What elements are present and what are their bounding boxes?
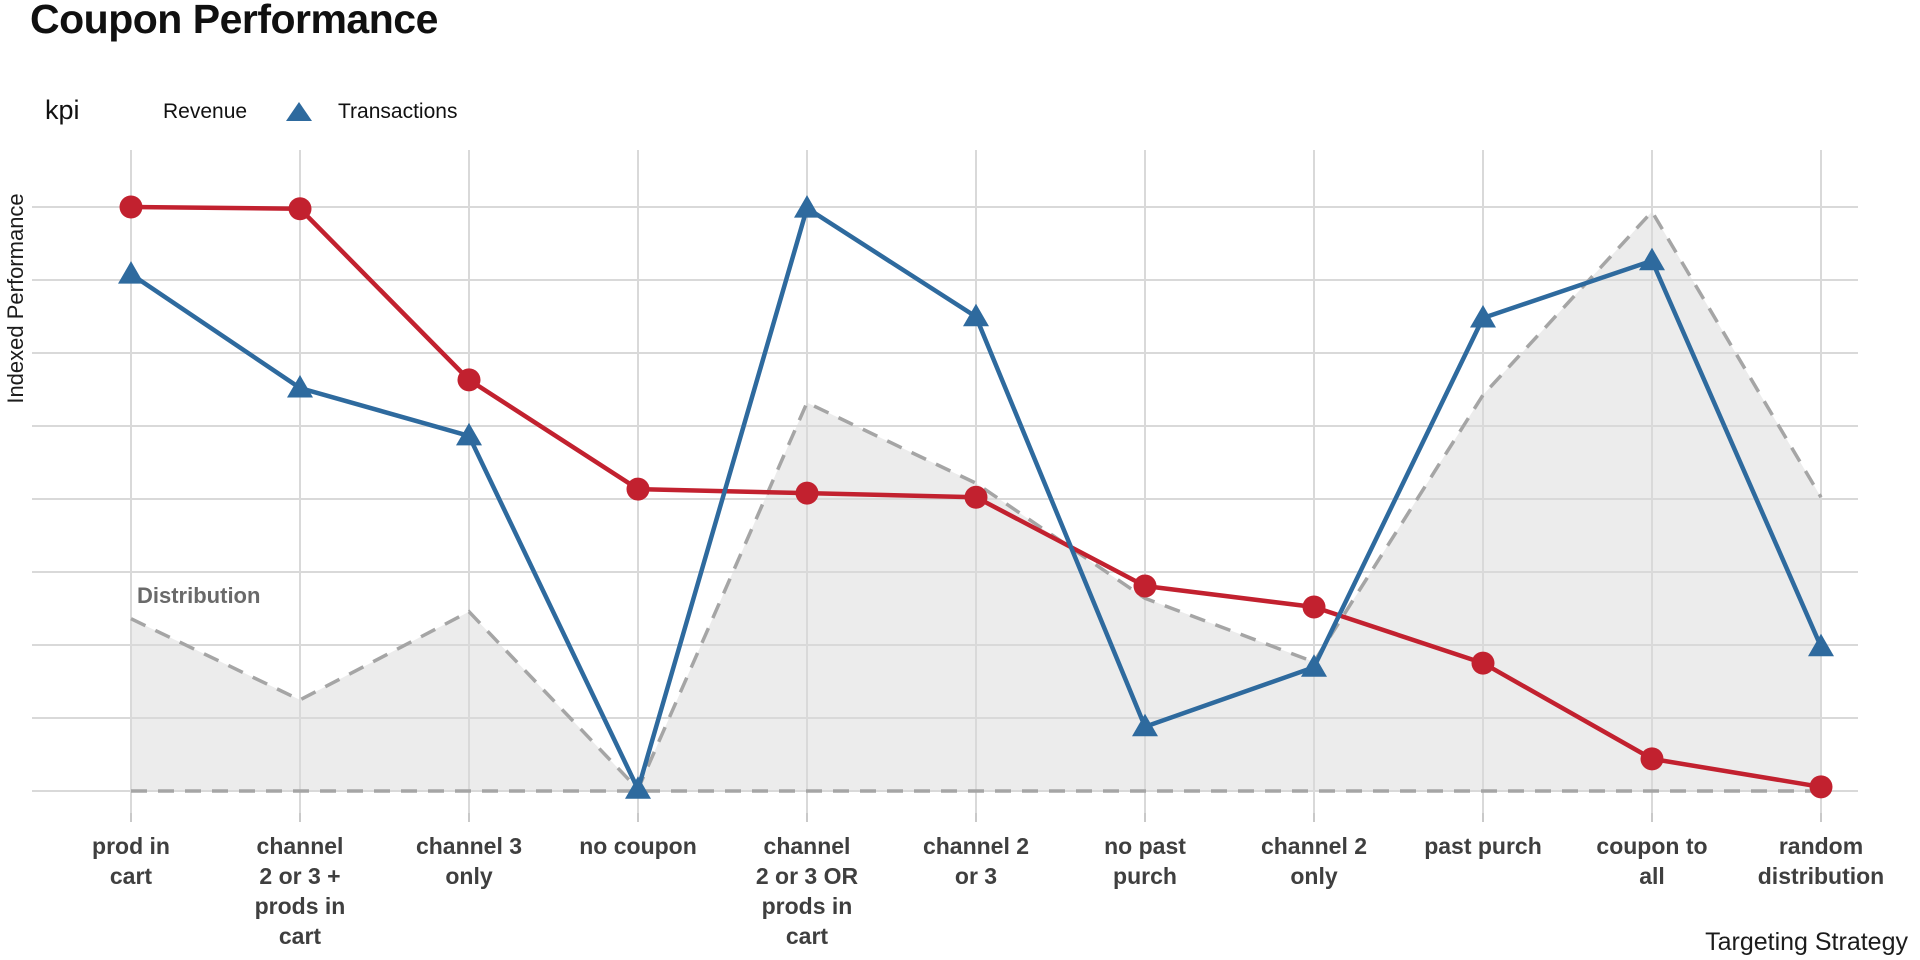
transactions-point <box>794 195 820 218</box>
legend-item-transactions: Transactions <box>338 100 458 123</box>
legend-title: kpi <box>45 95 80 125</box>
revenue-point <box>795 481 819 505</box>
revenue-point <box>626 477 650 501</box>
transactions-point <box>287 375 313 398</box>
revenue-point <box>964 485 988 509</box>
x-axis-title: Targeting Strategy <box>1705 928 1908 956</box>
transactions-point <box>456 422 482 446</box>
x-axis-category-label: no coupon <box>579 833 697 859</box>
x-axis-category-label: channel 2 or 3 OR prods in cart <box>755 833 859 949</box>
x-axis-category-label: random distribution <box>1757 833 1885 889</box>
revenue-point <box>457 368 481 392</box>
x-axis-category-label: channel 2 only <box>1260 833 1368 889</box>
revenue-legend-marker-icon <box>112 100 135 123</box>
revenue-point <box>1302 595 1326 619</box>
page-title: Coupon Performance <box>30 0 438 42</box>
transactions-point <box>1808 633 1834 657</box>
transactions-point <box>625 776 651 799</box>
x-axis-category-label: channel 3 only <box>415 833 523 889</box>
revenue-point <box>1133 574 1157 598</box>
distribution-annotation: Distribution <box>137 583 261 608</box>
x-axis-category-label: channel 2 or 3 + prods in cart <box>254 833 346 949</box>
transactions-legend-marker-icon <box>286 102 312 121</box>
transactions-point <box>118 261 144 284</box>
transactions-point <box>1301 654 1327 677</box>
x-axis-category-label: prod in cart <box>92 833 170 889</box>
x-axis-category-label: past purch <box>1424 833 1542 859</box>
transactions-point <box>1132 713 1158 737</box>
legend: kpi Revenue Transactions <box>0 0 1920 140</box>
x-axis-category-label: channel 2 or 3 <box>922 833 1030 889</box>
revenue-point <box>1471 651 1495 675</box>
y-axis-title: Indexed Performance <box>3 193 28 404</box>
transactions-point <box>1639 247 1665 271</box>
x-axis-category-label: coupon to all <box>1596 833 1708 889</box>
revenue-point <box>288 197 312 221</box>
revenue-point <box>119 195 143 219</box>
revenue-point <box>1640 747 1664 771</box>
legend-item-revenue: Revenue <box>163 100 248 123</box>
transactions-point <box>1470 304 1496 328</box>
x-axis-category-label: no past purch <box>1104 833 1186 889</box>
transactions-point <box>963 303 989 327</box>
revenue-point <box>1809 775 1833 799</box>
